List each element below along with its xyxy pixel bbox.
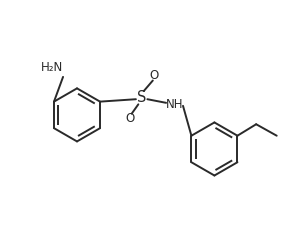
Text: S: S xyxy=(137,90,146,105)
Text: O: O xyxy=(149,70,159,82)
Text: H₂N: H₂N xyxy=(41,61,63,74)
Text: O: O xyxy=(125,112,134,125)
Text: NH: NH xyxy=(166,98,183,111)
